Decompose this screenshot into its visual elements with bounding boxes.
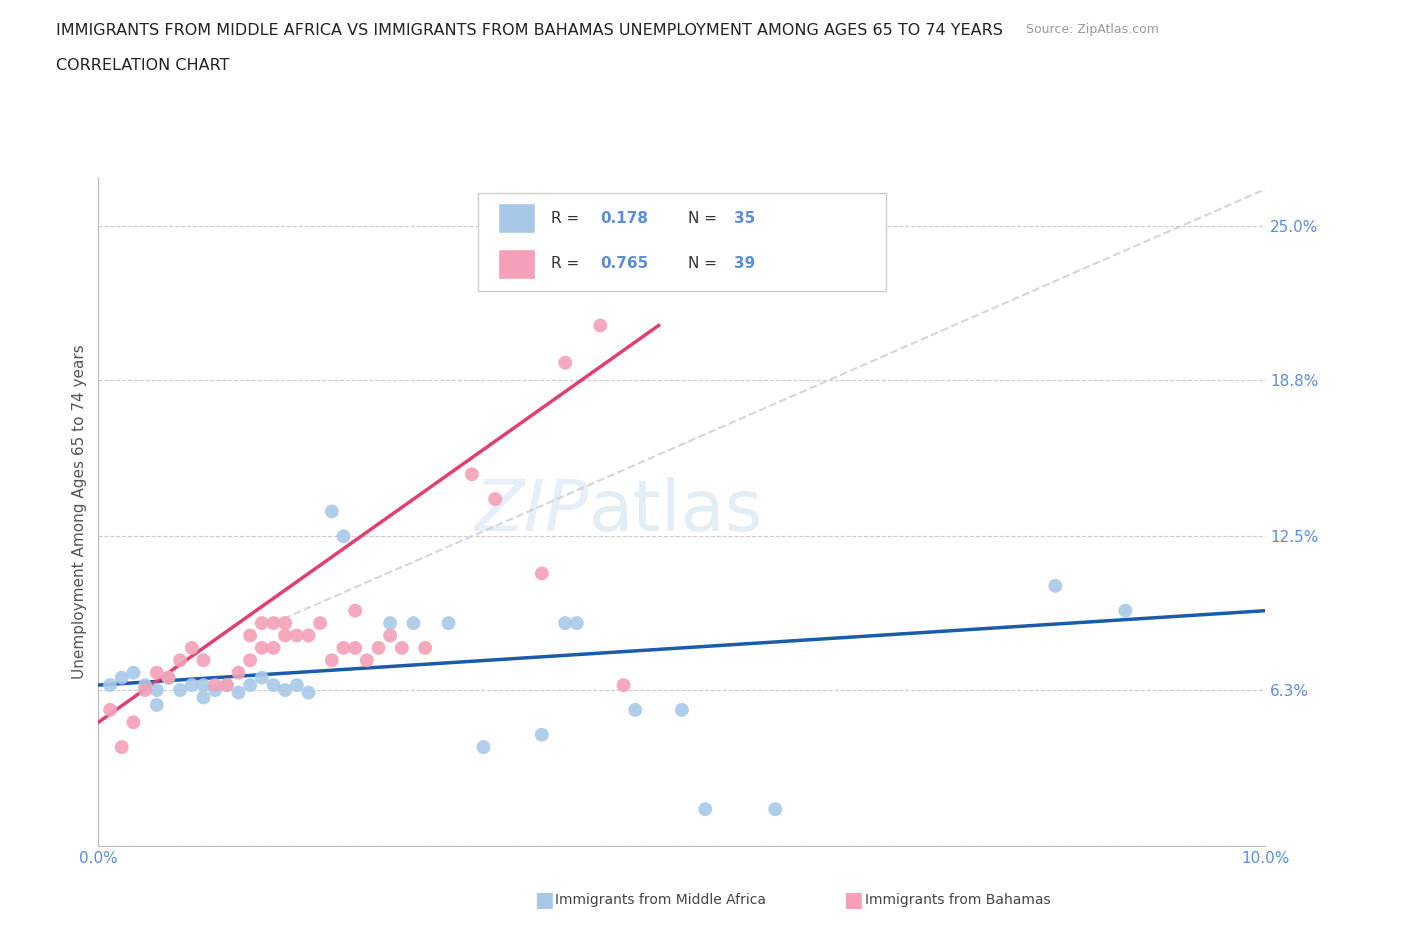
Point [122, 665, 145, 680]
Point [530, 566, 553, 581]
Point [239, 628, 262, 643]
Point [321, 653, 343, 668]
Point [344, 604, 367, 618]
Point [250, 641, 273, 656]
Point [763, 802, 786, 817]
Text: IMMIGRANTS FROM MIDDLE AFRICA VS IMMIGRANTS FROM BAHAMAS UNEMPLOYMENT AMONG AGES: IMMIGRANTS FROM MIDDLE AFRICA VS IMMIGRA… [56, 23, 1002, 38]
Point [262, 678, 284, 693]
Point [169, 653, 191, 668]
Point [297, 628, 319, 643]
Point [239, 678, 262, 693]
Text: Immigrants from Bahamas: Immigrants from Bahamas [865, 893, 1050, 908]
Text: N =: N = [688, 211, 721, 226]
Point [484, 492, 506, 507]
Point [1114, 604, 1136, 618]
Point [297, 685, 319, 700]
Point [250, 671, 273, 685]
Point [402, 616, 425, 631]
Point [671, 702, 693, 717]
Point [472, 739, 495, 754]
Point [332, 529, 354, 544]
Point [134, 678, 156, 693]
Y-axis label: Unemployment Among Ages 65 to 74 years: Unemployment Among Ages 65 to 74 years [72, 344, 87, 679]
Point [228, 665, 250, 680]
Point [193, 653, 215, 668]
Text: R =: R = [551, 257, 585, 272]
Point [612, 678, 634, 693]
Point [146, 683, 169, 698]
Point [274, 628, 297, 643]
Bar [498, 203, 534, 233]
Point [146, 698, 169, 712]
Point [98, 702, 121, 717]
Point [378, 628, 402, 643]
Point [624, 702, 647, 717]
Point [180, 678, 202, 693]
Point [332, 641, 354, 656]
Point [378, 616, 402, 631]
Point [215, 678, 238, 693]
Point [134, 683, 156, 698]
Point [146, 665, 169, 680]
Point [204, 678, 226, 693]
Point [285, 628, 308, 643]
Text: 0.765: 0.765 [600, 257, 648, 272]
Point [193, 678, 215, 693]
Text: 35: 35 [734, 211, 755, 226]
Point [565, 616, 588, 631]
Point [250, 616, 273, 631]
Text: R =: R = [551, 211, 585, 226]
Point [647, 244, 669, 259]
Point [193, 690, 215, 705]
Point [1045, 578, 1067, 593]
Point [554, 616, 576, 631]
Point [228, 685, 250, 700]
Point [274, 616, 297, 631]
Point [122, 715, 145, 730]
Text: CORRELATION CHART: CORRELATION CHART [56, 58, 229, 73]
Point [413, 641, 436, 656]
Point [589, 318, 612, 333]
FancyBboxPatch shape [478, 193, 886, 290]
Point [157, 671, 180, 685]
Point [274, 683, 297, 698]
Point [111, 739, 134, 754]
Point [391, 641, 413, 656]
Point [344, 641, 367, 656]
Point [309, 616, 332, 631]
Point [321, 504, 343, 519]
Point [157, 671, 180, 685]
Point [437, 616, 460, 631]
Point [356, 653, 378, 668]
Bar [498, 248, 534, 279]
Point [204, 683, 226, 698]
Text: 39: 39 [734, 257, 755, 272]
Text: Immigrants from Middle Africa: Immigrants from Middle Africa [555, 893, 766, 908]
Text: N =: N = [688, 257, 721, 272]
Point [262, 616, 284, 631]
Text: ■: ■ [844, 890, 863, 910]
Point [180, 641, 202, 656]
Point [262, 641, 284, 656]
Text: atlas: atlas [589, 477, 763, 546]
Text: ■: ■ [534, 890, 554, 910]
Text: Source: ZipAtlas.com: Source: ZipAtlas.com [1026, 23, 1160, 36]
Point [285, 678, 308, 693]
Point [367, 641, 389, 656]
Text: 0.178: 0.178 [600, 211, 648, 226]
Text: ZIP: ZIP [474, 477, 589, 546]
Point [554, 355, 576, 370]
Point [169, 683, 191, 698]
Point [98, 678, 121, 693]
Point [111, 671, 134, 685]
Point [461, 467, 484, 482]
Point [695, 802, 717, 817]
Point [530, 727, 553, 742]
Point [215, 678, 238, 693]
Point [239, 653, 262, 668]
